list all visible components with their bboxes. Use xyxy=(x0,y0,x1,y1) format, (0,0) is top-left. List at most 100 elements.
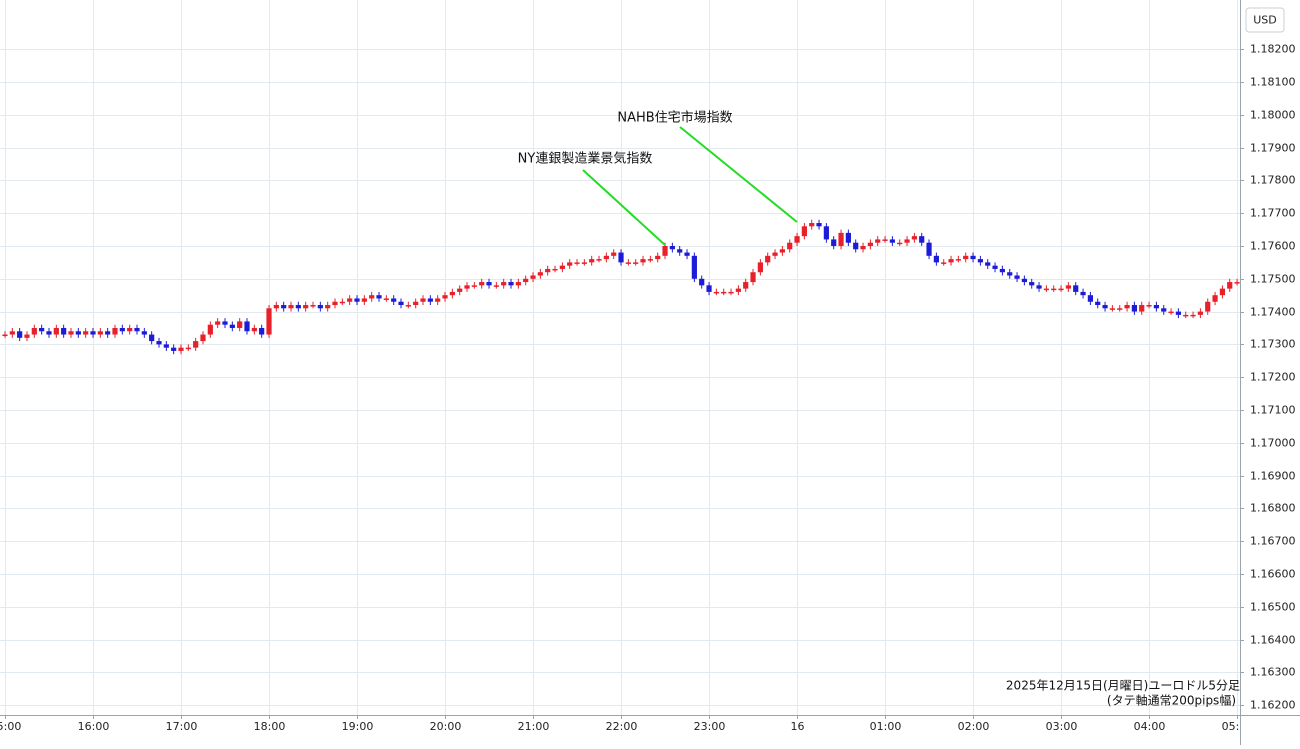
candle-body xyxy=(413,301,419,306)
candle-body xyxy=(831,239,837,246)
candle-body xyxy=(772,252,778,256)
candle-body xyxy=(1146,305,1152,307)
x-tick-label: 15:00 xyxy=(0,720,21,733)
candle-body xyxy=(1190,314,1196,317)
candle-body xyxy=(1212,295,1218,302)
candle-body xyxy=(207,324,213,335)
candle-body xyxy=(354,298,360,302)
candle-body xyxy=(589,259,595,263)
x-tick-label: 22:00 xyxy=(606,720,638,733)
candle-body xyxy=(875,239,881,243)
footnote: 2025年12月15日(月曜日)ユーロドル5分足 xyxy=(1006,679,1240,693)
x-tick-labels: 15:00 16:00 17:00 18:00 19:00 20:00 21:00 22:00… xyxy=(0,720,1240,733)
currency-label: USD xyxy=(1253,14,1277,27)
candle-body xyxy=(347,298,353,302)
candle-body xyxy=(537,272,543,276)
candle-body xyxy=(420,298,426,302)
candle-body xyxy=(229,324,235,328)
candle-body xyxy=(801,226,807,237)
y-tick-label: 1.17000 xyxy=(1250,437,1296,450)
candle-body xyxy=(486,282,492,286)
candle-body xyxy=(1109,308,1115,310)
candle-body xyxy=(171,347,177,351)
candle-body xyxy=(662,245,668,256)
candle-body xyxy=(325,305,331,309)
candle-body xyxy=(53,327,59,335)
candle-body xyxy=(1124,305,1130,309)
candle-body xyxy=(332,301,338,306)
currency-box xyxy=(1245,7,1285,33)
candle-body xyxy=(1197,311,1203,315)
candle-body xyxy=(1029,282,1035,286)
candle-body xyxy=(193,341,199,348)
candle-body xyxy=(281,305,287,309)
candle-body xyxy=(376,295,382,299)
candle-body xyxy=(149,334,155,342)
candle-body xyxy=(68,331,74,335)
candle-body xyxy=(669,245,675,250)
y-tick-label: 1.17300 xyxy=(1250,338,1296,351)
candle-body xyxy=(574,262,580,264)
candle-body xyxy=(17,331,23,338)
x-tick-label: 17:00 xyxy=(166,720,198,733)
candle-body xyxy=(288,305,294,309)
y-tick-label: 1.16200 xyxy=(1250,699,1296,712)
candle-body xyxy=(1073,285,1079,292)
candle-body xyxy=(897,242,903,245)
candle-body xyxy=(97,331,103,335)
candle-body xyxy=(46,331,52,335)
candle-body xyxy=(728,291,734,294)
candle-body xyxy=(1227,282,1233,289)
candle-body xyxy=(24,334,30,338)
footnote: (タテ軸通常200pips幅) xyxy=(1107,693,1236,708)
candles xyxy=(2,219,1240,355)
candle-body xyxy=(611,252,617,256)
candle-body xyxy=(1014,275,1020,279)
candle-body xyxy=(977,259,983,263)
candle-body xyxy=(794,236,800,243)
candle-body xyxy=(1234,282,1240,284)
candle-body xyxy=(1175,311,1181,315)
candle-body xyxy=(640,259,646,263)
candle-body xyxy=(303,305,309,309)
candle-body xyxy=(369,295,375,299)
y-tick-label: 1.16300 xyxy=(1250,666,1296,679)
y-tick-label: 1.17200 xyxy=(1250,371,1296,384)
x-tick-label: 02:00 xyxy=(958,720,990,733)
candle-body xyxy=(706,285,712,292)
candle-body xyxy=(1043,288,1049,291)
candle-body xyxy=(1036,285,1042,289)
candle-body xyxy=(721,291,727,294)
candle-body xyxy=(992,265,998,269)
candle-body xyxy=(596,259,602,261)
candle-body xyxy=(1021,278,1027,283)
x-tick-label: 04:00 xyxy=(1134,720,1166,733)
y-tick-label: 1.17800 xyxy=(1250,174,1296,187)
candle-body xyxy=(1153,305,1159,309)
candle-body xyxy=(779,249,785,253)
candle-body xyxy=(699,278,705,286)
candle-body xyxy=(999,268,1005,273)
y-tick-label: 1.16600 xyxy=(1250,568,1296,581)
candle-body xyxy=(383,298,389,300)
candle-body xyxy=(1080,291,1086,296)
grid xyxy=(0,0,1240,715)
candle-body xyxy=(9,331,15,335)
candle-body xyxy=(435,298,441,302)
candle-body xyxy=(317,305,323,309)
candle-body xyxy=(398,301,404,306)
candle-body xyxy=(200,334,206,342)
candle-body xyxy=(911,236,917,240)
candle-body xyxy=(508,282,514,286)
candle-body xyxy=(948,259,954,263)
x-tick-label: 16 xyxy=(791,720,805,733)
candle-body xyxy=(618,252,624,263)
candle-body xyxy=(743,282,749,289)
candle-body xyxy=(83,331,89,335)
candle-body xyxy=(222,321,228,325)
candle-body xyxy=(963,255,969,260)
candle-body xyxy=(427,298,433,302)
candle-body xyxy=(1095,301,1101,306)
y-tick-label: 1.17400 xyxy=(1250,306,1296,319)
candle-body xyxy=(251,327,257,332)
